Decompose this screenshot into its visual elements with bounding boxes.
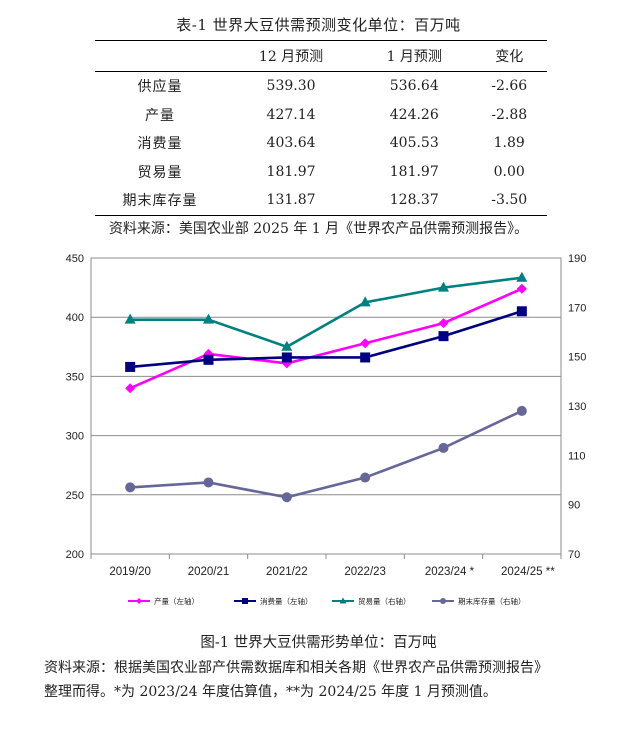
- figure-source-line: 整理而得。*为 2023/24 年度估算值，**为 2024/25 年度 1 月…: [44, 684, 497, 700]
- table-cell: 131.87: [225, 186, 358, 216]
- data-point-triangle: [203, 313, 214, 324]
- legend-label: 消费量（左轴）: [260, 596, 313, 606]
- data-point-square: [203, 354, 214, 365]
- y-right-tick-label: 70: [568, 549, 580, 561]
- x-category-label: 2022/23: [344, 566, 386, 578]
- figure-caption: 图-1 世界大豆供需形势单位：百万吨: [200, 635, 437, 651]
- supply-demand-line-chart: 200 250 300 350 400 450 70 90 110 130 150 170 190 201…: [66, 253, 587, 606]
- data-point-circle: [438, 442, 449, 453]
- table-cell: -2.88: [491, 106, 528, 123]
- data-point-diamond: [516, 283, 527, 294]
- table-cell: 1.89: [493, 135, 525, 152]
- table-row: 贸易量 181.97 181.97 0.00: [95, 158, 547, 187]
- data-point-triangle: [281, 340, 293, 351]
- header-cell: 变化: [471, 40, 547, 72]
- row-label: 产量: [145, 107, 175, 124]
- data-point-circle: [281, 492, 292, 503]
- data-point-triangle: [516, 271, 528, 282]
- legend-label: 贸易量（右轴）: [358, 596, 411, 606]
- table-cell: 128.37: [357, 186, 472, 216]
- table-row: 产量 427.14 424.26 -2.88: [95, 101, 547, 130]
- data-point-diamond: [360, 338, 371, 349]
- legend-marker: [339, 597, 347, 604]
- table-source-note: 资料来源：美国农业部 2025 年 1 月《世界农产品供需预测报告》。: [108, 221, 529, 237]
- table-cell: 181.97: [389, 163, 439, 180]
- y-left-tick-label: 200: [66, 549, 84, 561]
- data-point-square: [438, 331, 449, 342]
- header-cell: 1 月预测: [357, 40, 472, 72]
- y-left-tick-label: 350: [66, 371, 84, 383]
- data-point-triangle: [124, 313, 136, 324]
- x-category-label: 2020/21: [188, 566, 230, 578]
- legend-label: 产量（左轴）: [154, 596, 199, 606]
- x-category-label: 2023/24 *: [425, 566, 475, 578]
- table-cell: -2.66: [491, 78, 528, 95]
- table-row: 消费量 403.64 405.53 1.89: [95, 129, 547, 158]
- data-point-square: [516, 306, 527, 317]
- data-point-circle: [203, 477, 214, 488]
- y-right-tick-label: 110: [568, 450, 586, 462]
- row-label: 期末库存量: [95, 186, 225, 216]
- table-cell: 181.97: [266, 163, 316, 180]
- data-point-triangle: [438, 281, 449, 292]
- figure-source-line: 资料来源：根据美国农业部产供需数据库和相关各期《世界农产品供需预测报告》: [44, 660, 548, 676]
- x-category-label: 2019/20: [109, 566, 151, 578]
- header-cell: [95, 40, 225, 72]
- x-category-label: 2024/25 **: [501, 566, 555, 578]
- series-line: [130, 409, 523, 499]
- table-cell: 0.00: [493, 163, 525, 180]
- table-cell: 536.64: [389, 78, 439, 95]
- x-category-label: 2021/22: [266, 566, 308, 578]
- table-cell: 539.30: [266, 78, 316, 95]
- y-right-tick-label: 130: [568, 401, 586, 413]
- data-point-square: [360, 352, 371, 363]
- table-row: 供应量 539.30 536.64 -2.66: [95, 72, 547, 101]
- y-right-tick-label: 90: [568, 500, 580, 512]
- table-cell: -3.50: [471, 186, 547, 216]
- y-right-tick-label: 150: [568, 352, 586, 364]
- data-point-circle: [125, 482, 136, 493]
- table-title: 表-1 世界大豆供需预测变化单位：百万吨: [176, 16, 461, 34]
- y-left-tick-label: 250: [66, 490, 84, 502]
- data-point-diamond: [125, 383, 136, 394]
- data-point-square: [281, 352, 292, 363]
- supply-demand-table: 12 月预测 1 月预测 变化 供应量 539.30 536.64 -2.66 …: [95, 40, 547, 216]
- table-row: 期末库存量 131.87 128.37 -3.50: [95, 186, 547, 216]
- series-line: [129, 287, 523, 390]
- data-point-triangle: [359, 296, 371, 307]
- legend-label: 期末库存量（右轴）: [458, 596, 526, 606]
- table-cell: 427.14: [266, 106, 316, 123]
- row-label: 供应量: [137, 79, 183, 96]
- y-left-tick-label: 400: [66, 312, 84, 324]
- header-cell: 12 月预测: [225, 40, 358, 72]
- data-point-circle: [516, 405, 527, 416]
- data-point-square: [125, 361, 136, 372]
- legend-marker: [136, 598, 142, 604]
- series-line: [130, 310, 523, 369]
- data-point-diamond: [438, 318, 449, 329]
- table-cell: 424.26: [389, 106, 439, 123]
- figure-source-note: 资料来源：根据美国农业部产供需数据库和相关各期《世界农产品供需预测报告》 整理而…: [44, 656, 624, 704]
- legend-marker: [242, 598, 248, 604]
- data-point-circle: [360, 472, 371, 483]
- y-left-tick-label: 450: [66, 253, 84, 265]
- y-right-tick-label: 190: [568, 253, 586, 265]
- row-label: 消费量: [137, 136, 183, 153]
- y-right-tick-label: 170: [568, 302, 586, 314]
- table-header-row: 12 月预测 1 月预测 变化: [95, 40, 547, 72]
- series-line: [130, 276, 522, 349]
- table-cell: 403.64: [266, 135, 316, 152]
- row-label: 贸易量: [137, 164, 183, 181]
- legend-marker: [440, 598, 446, 604]
- table-cell: 405.53: [389, 135, 439, 152]
- y-left-tick-label: 300: [66, 431, 84, 443]
